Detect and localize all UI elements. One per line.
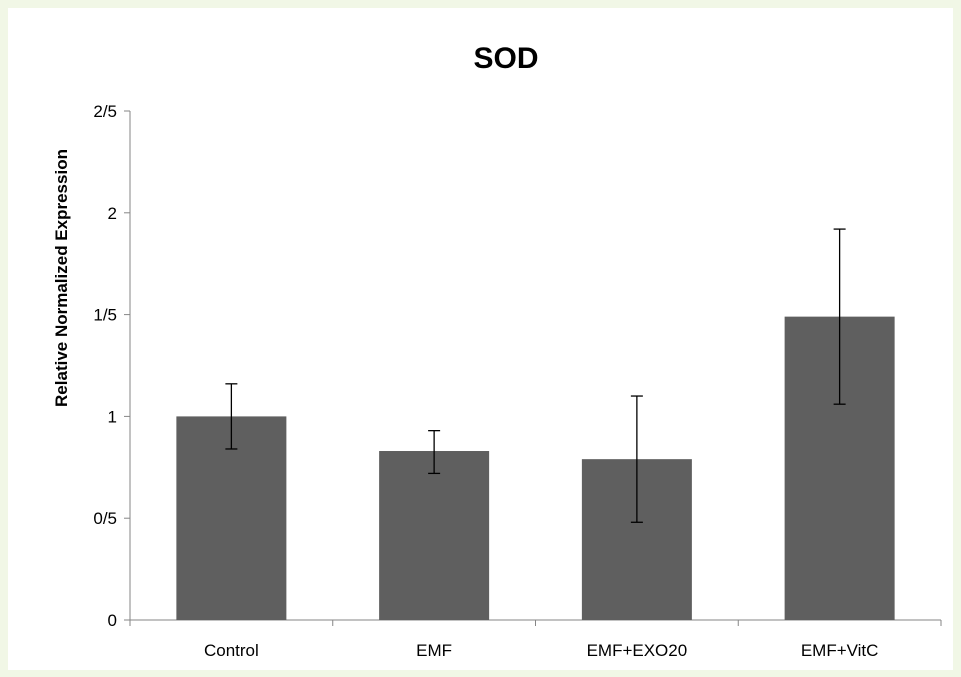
bar-chart: SOD Relative Normalized Expression 0 0/5 1… <box>52 42 942 660</box>
bar-emf <box>379 451 490 620</box>
x-category-label: Control <box>204 641 259 660</box>
x-category-label: EMF <box>416 641 452 660</box>
y-tick-label: 2/5 <box>93 102 117 121</box>
x-category-label: EMF+VitC <box>801 641 879 660</box>
y-tick-label: 1/5 <box>93 306 117 325</box>
bar-control <box>176 416 287 620</box>
y-axis-label: Relative Normalized Expression <box>52 149 71 407</box>
y-tick-label: 1 <box>108 407 117 426</box>
y-tick-label: 0/5 <box>93 509 117 528</box>
x-category-label: EMF+EXO20 <box>587 641 688 660</box>
chart-area: SOD Relative Normalized Expression 0 0/5 1… <box>8 8 953 670</box>
y-tick-label: 0 <box>108 611 117 630</box>
y-tick-label: 2 <box>108 204 117 223</box>
plot-area: 0 0/5 1 1/5 2 2/5 Control EMF EMF+EXO20 EMF+VitC <box>93 102 942 660</box>
chart-title: SOD <box>473 42 538 75</box>
